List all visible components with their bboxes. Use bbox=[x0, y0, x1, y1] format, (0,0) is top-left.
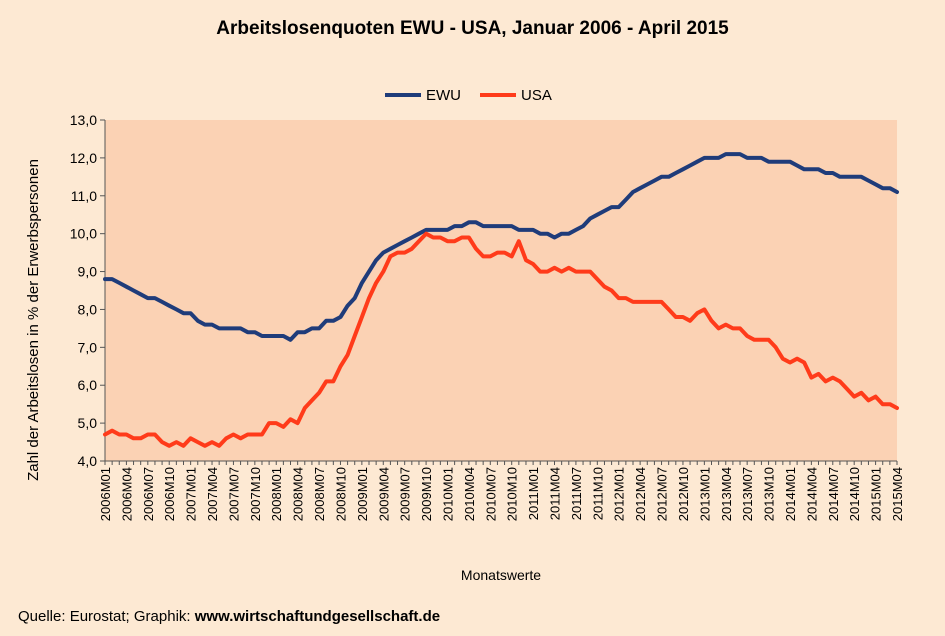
x-tick-label: 2008M10 bbox=[333, 467, 348, 521]
y-tick-label: 4,0 bbox=[78, 453, 98, 469]
x-tick-label: 2013M07 bbox=[740, 467, 755, 521]
chart-title: Arbeitslosenquoten EWU - USA, Januar 200… bbox=[216, 18, 729, 39]
y-tick-label: 7,0 bbox=[78, 339, 98, 355]
x-tick-label: 2008M01 bbox=[269, 467, 284, 521]
x-tick-label: 2010M04 bbox=[462, 467, 477, 521]
y-tick-label: 11,0 bbox=[71, 188, 97, 204]
series-line-ewu bbox=[103, 152, 899, 342]
x-tick-label: 2012M07 bbox=[655, 467, 670, 521]
x-tick-label: 2011M07 bbox=[569, 467, 584, 520]
x-tick-label: 2009M01 bbox=[355, 467, 370, 521]
x-tick-label: 2008M04 bbox=[291, 467, 306, 521]
x-tick-label: 2007M07 bbox=[226, 467, 241, 521]
x-tick-label: 2012M10 bbox=[676, 467, 691, 521]
y-tick-label: 10,0 bbox=[70, 226, 97, 242]
series-line-usa bbox=[103, 231, 899, 448]
x-tick-label: 2011M04 bbox=[548, 467, 563, 520]
series-lines bbox=[103, 152, 899, 448]
legend-label-ewu: EWU bbox=[426, 87, 461, 104]
x-tick-label: 2007M01 bbox=[184, 467, 199, 521]
y-tick-label: 12,0 bbox=[70, 150, 97, 166]
x-tick-label: 2010M01 bbox=[440, 467, 455, 521]
source-note: Quelle: Eurostat; Graphik: www.wirtschaf… bbox=[18, 608, 440, 625]
y-tick-label: 13,0 bbox=[70, 112, 97, 128]
y-tick-label: 5,0 bbox=[78, 415, 98, 431]
x-tick-label: 2015M04 bbox=[890, 467, 905, 521]
x-axis-label: Monatswerte bbox=[461, 567, 541, 583]
y-tick-label: 9,0 bbox=[78, 264, 98, 280]
x-tick-label: 2013M10 bbox=[762, 467, 777, 521]
source-link: www.wirtschaftundgesellschaft.de bbox=[194, 608, 441, 625]
x-tick-label: 2014M01 bbox=[783, 467, 798, 521]
y-axis-label: Zahl der Arbeitslosen in % der Erwerbspe… bbox=[25, 159, 42, 481]
y-tick-label: 8,0 bbox=[78, 301, 98, 317]
source-prefix: Quelle: Eurostat; Graphik: bbox=[18, 608, 195, 625]
x-tick-label: 2010M07 bbox=[483, 467, 498, 521]
x-tick-label: 2009M04 bbox=[376, 467, 391, 521]
y-axis: 4,0 5,0 6,0 7,0 8,0 9,0 10,0 11,0 12,0 13,0 bbox=[70, 112, 106, 469]
x-tick-label: 2014M10 bbox=[847, 467, 862, 521]
x-tick-label: 2014M04 bbox=[804, 467, 819, 521]
x-tick-label: 2014M07 bbox=[826, 467, 841, 521]
legend-label-usa: USA bbox=[521, 87, 552, 104]
x-tick-label: 2009M10 bbox=[419, 467, 434, 521]
x-tick-label: 2011M01 bbox=[526, 467, 541, 520]
plot-area bbox=[105, 120, 897, 461]
x-tick-label: 2006M07 bbox=[141, 467, 156, 521]
x-tick-label: 2012M01 bbox=[612, 467, 627, 521]
x-tick-label: 2010M10 bbox=[505, 467, 520, 521]
x-tick-label: 2006M01 bbox=[98, 467, 113, 521]
x-tick-label: 2011M10 bbox=[590, 467, 605, 520]
x-tick-label: 2013M04 bbox=[719, 467, 734, 521]
y-tick-label: 6,0 bbox=[78, 377, 98, 393]
x-tick-label: 2006M04 bbox=[119, 467, 134, 521]
x-tick-label: 2008M07 bbox=[312, 467, 327, 521]
x-axis: 2006M01 2006M04 2006M07 2006M10 2007M01 2007M… bbox=[98, 460, 905, 521]
x-tick-label: 2012M04 bbox=[633, 467, 648, 521]
legend: EWU USA bbox=[385, 87, 552, 104]
x-tick-label: 2015M01 bbox=[869, 467, 884, 521]
x-tick-label: 2009M07 bbox=[398, 467, 413, 521]
x-tick-label: 2013M01 bbox=[697, 467, 712, 521]
x-tick-label: 2007M04 bbox=[205, 467, 220, 521]
x-tick-label: 2007M10 bbox=[248, 467, 263, 521]
x-tick-label: 2006M10 bbox=[162, 467, 177, 521]
